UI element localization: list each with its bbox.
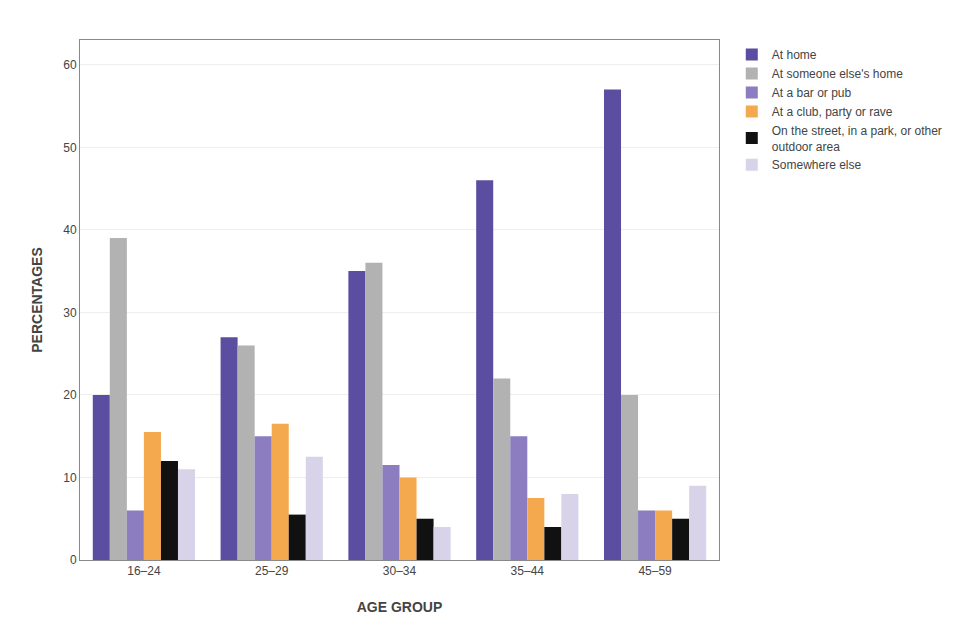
- svg-text:45–59: 45–59: [638, 564, 672, 578]
- svg-text:30–34: 30–34: [383, 564, 417, 578]
- svg-text:20: 20: [63, 388, 77, 402]
- svg-text:At someone else's home: At someone else's home: [772, 67, 903, 81]
- svg-text:PERCENTAGES: PERCENTAGES: [29, 247, 45, 353]
- svg-text:AGE GROUP: AGE GROUP: [357, 599, 443, 615]
- svg-text:Somewhere else: Somewhere else: [772, 158, 862, 172]
- svg-text:16–24: 16–24: [127, 564, 161, 578]
- svg-text:10: 10: [63, 471, 77, 485]
- svg-text:25–29: 25–29: [255, 564, 289, 578]
- svg-text:30: 30: [63, 306, 77, 320]
- svg-text:60: 60: [63, 58, 77, 72]
- svg-text:50: 50: [63, 141, 77, 155]
- svg-text:At home: At home: [772, 48, 817, 62]
- svg-text:At a club, party or rave: At a club, party or rave: [772, 105, 893, 119]
- svg-text:40: 40: [63, 223, 77, 237]
- svg-text:0: 0: [70, 553, 77, 567]
- svg-text:On the street, in a park, or o: On the street, in a park, or otheroutdoo…: [772, 124, 942, 154]
- svg-text:At a bar or pub: At a bar or pub: [772, 86, 852, 100]
- svg-text:35–44: 35–44: [511, 564, 545, 578]
